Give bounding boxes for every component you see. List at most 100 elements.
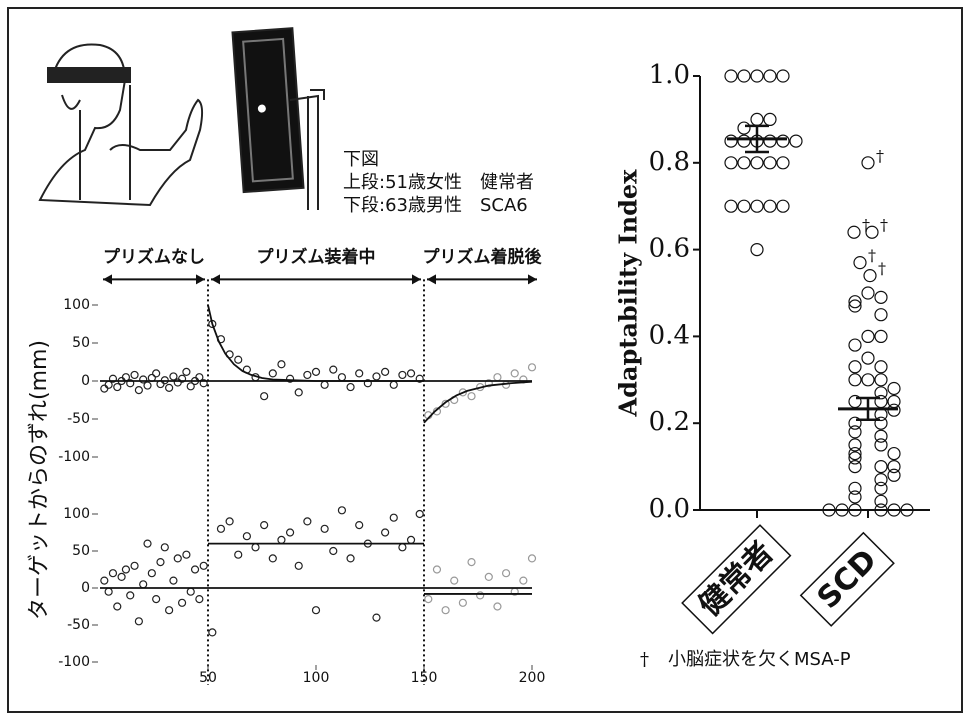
y-tick-label: 100	[63, 506, 90, 522]
data-point	[725, 157, 737, 169]
data-point	[101, 577, 108, 584]
data-point	[751, 157, 763, 169]
data-point	[764, 113, 776, 125]
y-tick-label: 1.0	[649, 60, 690, 90]
y-tick-label: 100	[63, 297, 90, 313]
data-point	[287, 529, 294, 536]
data-point	[235, 356, 242, 363]
data-point	[347, 555, 354, 562]
data-point	[875, 291, 887, 303]
data-point	[875, 461, 887, 473]
data-point	[777, 157, 789, 169]
note-line: 下図	[343, 149, 379, 170]
data-point	[751, 244, 763, 256]
data-point	[261, 522, 268, 529]
data-point	[875, 439, 887, 451]
data-point	[183, 551, 190, 558]
data-point	[356, 370, 363, 377]
data-point	[529, 364, 536, 371]
y-tick-label: 0	[81, 373, 90, 389]
y-tick-label: -50	[67, 617, 90, 633]
data-point	[209, 629, 216, 636]
data-point	[790, 135, 802, 147]
data-point	[153, 596, 160, 603]
data-point	[442, 607, 449, 614]
data-point	[295, 389, 302, 396]
data-point	[433, 566, 440, 573]
data-point	[153, 370, 160, 377]
data-point	[161, 544, 168, 551]
data-point	[356, 522, 363, 529]
category-label-group: SCD	[801, 533, 894, 626]
data-point	[875, 482, 887, 494]
data-point	[399, 371, 406, 378]
data-point	[390, 514, 397, 521]
figure: 下図上段:51歳女性 健常者下段:63歳男性 SCA6ターゲットからのずれ(mm…	[0, 0, 972, 721]
data-point	[751, 70, 763, 82]
data-point	[217, 525, 224, 532]
data-point	[144, 382, 151, 389]
y-tick-label: 0.6	[649, 234, 690, 264]
data-point	[269, 370, 276, 377]
data-point	[338, 374, 345, 381]
data-point	[425, 596, 432, 603]
data-point	[862, 157, 874, 169]
data-point	[179, 599, 186, 606]
x-tick-label: 50	[199, 670, 217, 686]
data-point	[304, 518, 311, 525]
data-point	[888, 469, 900, 481]
y-tick-label: 50	[72, 335, 90, 351]
data-point	[166, 384, 173, 391]
data-point	[166, 607, 173, 614]
data-point	[725, 200, 737, 212]
data-point	[468, 559, 475, 566]
data-point	[849, 361, 861, 373]
illustration	[40, 28, 324, 210]
data-point	[144, 540, 151, 547]
data-point	[131, 562, 138, 569]
data-point	[373, 614, 380, 621]
data-point	[451, 577, 458, 584]
y-tick-label: 0.0	[649, 494, 690, 524]
data-point	[114, 603, 121, 610]
data-point	[468, 393, 475, 400]
data-point	[751, 113, 763, 125]
y-tick-label: 0.4	[649, 320, 690, 350]
data-point	[888, 448, 900, 460]
data-point	[738, 135, 750, 147]
data-point	[109, 570, 116, 577]
data-point	[408, 370, 415, 377]
data-point	[738, 122, 750, 134]
data-point	[725, 70, 737, 82]
data-point	[105, 588, 112, 595]
data-point	[330, 548, 337, 555]
dagger: †	[878, 259, 886, 278]
data-point	[494, 603, 501, 610]
data-point	[304, 371, 311, 378]
data-point	[862, 352, 874, 364]
data-point	[849, 461, 861, 473]
data-point	[764, 70, 776, 82]
note-line: 上段:51歳女性 健常者	[343, 172, 534, 193]
data-point	[738, 200, 750, 212]
data-point	[313, 607, 320, 614]
data-point	[764, 157, 776, 169]
data-point	[888, 382, 900, 394]
data-point	[503, 570, 510, 577]
data-point	[848, 226, 860, 238]
x-tick-label: 200	[519, 670, 546, 686]
data-point	[738, 70, 750, 82]
data-point	[849, 339, 861, 351]
data-point	[875, 361, 887, 373]
data-point	[862, 330, 874, 342]
fit-line	[208, 305, 424, 381]
data-point	[338, 507, 345, 514]
data-point	[243, 533, 250, 540]
dagger: †	[880, 216, 888, 235]
data-point	[529, 555, 536, 562]
phase-label: プリズム着脱後	[423, 246, 543, 267]
data-point	[170, 577, 177, 584]
y-tick-label: -50	[67, 411, 90, 427]
x-tick-label: 100	[303, 670, 330, 686]
data-point	[135, 387, 142, 394]
